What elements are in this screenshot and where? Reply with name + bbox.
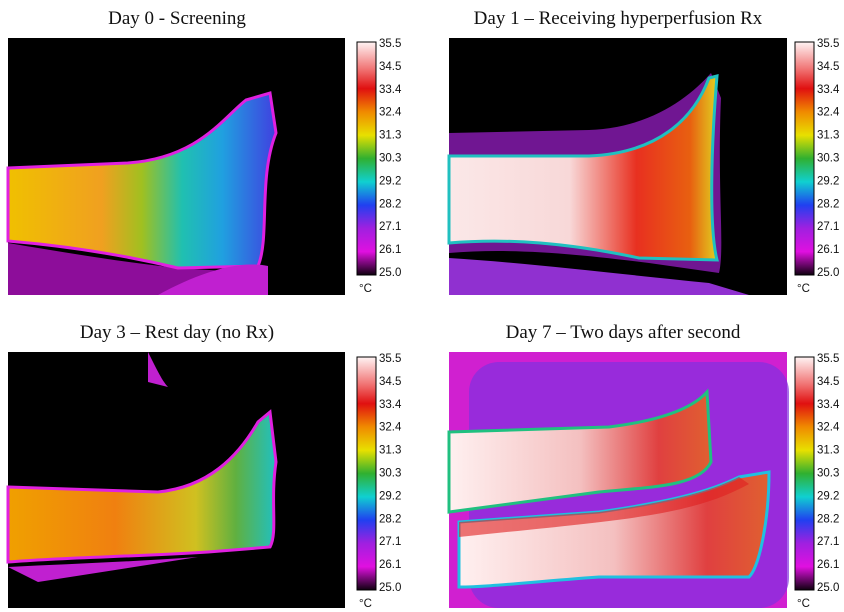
colorbar-tick-label: 33.4 (379, 84, 402, 96)
colorbar-tick-label: 31.3 (817, 130, 839, 142)
colorbar-tick-label: 30.3 (379, 153, 401, 165)
colorbar-tick-label: 28.2 (817, 198, 839, 210)
panel-1: Day 0 - Screening (8, 8, 345, 295)
colorbar (357, 357, 376, 590)
colorbar-tick-label: 35.5 (379, 38, 401, 50)
colorbar-tick-label: 33.4 (817, 399, 840, 411)
panel-3: Day 3 – Rest day (no Rx) (8, 322, 345, 608)
colorbar-tick-label: 28.2 (379, 198, 401, 210)
thermal-image (8, 38, 345, 295)
colorbar-tick-label: 28.2 (379, 513, 401, 525)
colorbar-tick-label: 28.2 (817, 513, 839, 525)
colorbar-tick-label: 25.0 (379, 267, 401, 279)
colorbar-tick-label: 31.3 (817, 445, 839, 457)
colorbar-tick-label: 34.5 (817, 61, 839, 73)
colorbar-tick-label: 33.4 (379, 399, 402, 411)
colorbar-tick-label: 29.2 (379, 490, 401, 502)
colorbar-tick-label: 29.2 (379, 175, 401, 187)
colorbar-tick-label: 32.4 (379, 422, 402, 434)
figure: Day 0 - Screening Day 1 – Receiving hype… (0, 0, 844, 612)
colorbar-tick-label: 25.0 (379, 582, 401, 594)
colorbar (795, 42, 814, 275)
colorbar-tick-label: 35.5 (817, 353, 839, 365)
colorbar-tick-label: 32.4 (379, 107, 402, 119)
colorbar-tick-label: 34.5 (379, 376, 401, 388)
panel-2: Day 1 – Receiving hyperperfusion Rx (449, 8, 787, 295)
colorbar-tick-label: 31.3 (379, 445, 401, 457)
colorbar-unit: °C (797, 283, 810, 295)
colorbar-tick-label: 25.0 (817, 582, 839, 594)
colorbar-tick-label: 29.2 (817, 175, 839, 187)
thermal-image (449, 352, 789, 608)
colorbar-tick-label: 30.3 (379, 468, 401, 480)
colorbar-tick-label: 35.5 (379, 353, 401, 365)
panel-title: Day 7 – Two days after second (506, 322, 741, 343)
panel-title: Day 0 - Screening (108, 8, 246, 29)
colorbar-tick-label: 32.4 (817, 422, 840, 434)
colorbar-tick-label: 27.1 (817, 536, 839, 548)
colorbar-unit: °C (797, 598, 810, 610)
thermal-image (449, 38, 787, 295)
colorbar-tick-label: 31.3 (379, 130, 401, 142)
colorbar-tick-label: 26.1 (817, 559, 839, 571)
colorbar (795, 357, 814, 590)
colorbar-tick-label: 27.1 (379, 536, 401, 548)
colorbar-tick-label: 34.5 (379, 61, 401, 73)
colorbar-tick-label: 33.4 (817, 84, 840, 96)
panel-4: Day 7 – Two days after second (449, 322, 789, 608)
colorbar-tick-label: 30.3 (817, 153, 839, 165)
colorbar-tick-label: 26.1 (379, 244, 401, 256)
colorbar-tick-label: 26.1 (379, 559, 401, 571)
colorbar-tick-label: 34.5 (817, 376, 839, 388)
colorbar-tick-label: 29.2 (817, 490, 839, 502)
panel-title: Day 3 – Rest day (no Rx) (80, 322, 274, 343)
colorbar-tick-label: 32.4 (817, 107, 840, 119)
colorbar-unit: °C (359, 283, 372, 295)
colorbar-tick-label: 25.0 (817, 267, 839, 279)
colorbar-tick-label: 35.5 (817, 38, 839, 50)
thermal-image (8, 352, 345, 608)
colorbar-tick-label: 27.1 (817, 221, 839, 233)
colorbar (357, 42, 376, 275)
colorbar-tick-label: 27.1 (379, 221, 401, 233)
colorbar-unit: °C (359, 598, 372, 610)
colorbar-tick-label: 30.3 (817, 468, 839, 480)
colorbar-tick-label: 26.1 (817, 244, 839, 256)
panel-title: Day 1 – Receiving hyperperfusion Rx (474, 8, 763, 29)
